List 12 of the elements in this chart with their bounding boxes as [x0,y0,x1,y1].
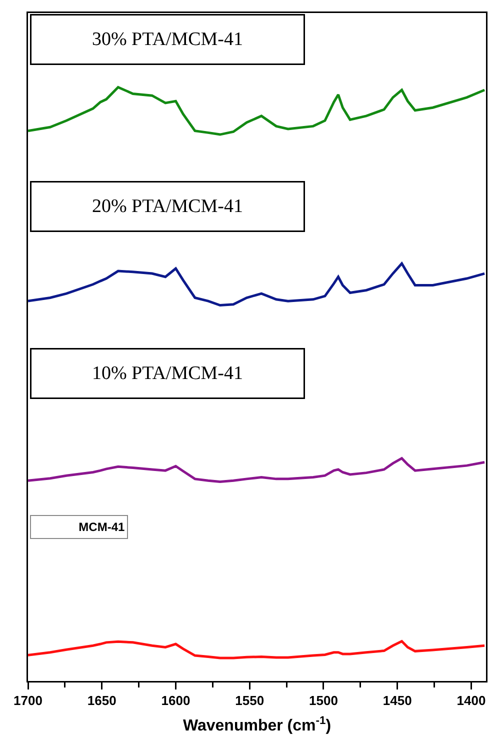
chart-title: 30% PTA/MCM-41 [92,29,244,50]
x-tick-label: 1650 [87,693,116,708]
chart-title: 20% PTA/MCM-41 [92,196,244,217]
x-tick-label: 1500 [309,693,338,708]
x-tick-label: 1700 [14,693,42,708]
x-tick-label: 1450 [382,693,412,708]
x-tick-label: 1600 [161,693,190,708]
chart-title: MCM-41 [78,520,125,534]
x-tick-label: 1400 [456,693,486,708]
x-axis-title: Wavenumber (cm$^{-1}$) [182,714,332,735]
x-tick-label: 1550 [235,693,264,708]
chart-title: 10% PTA/MCM-41 [92,363,244,384]
